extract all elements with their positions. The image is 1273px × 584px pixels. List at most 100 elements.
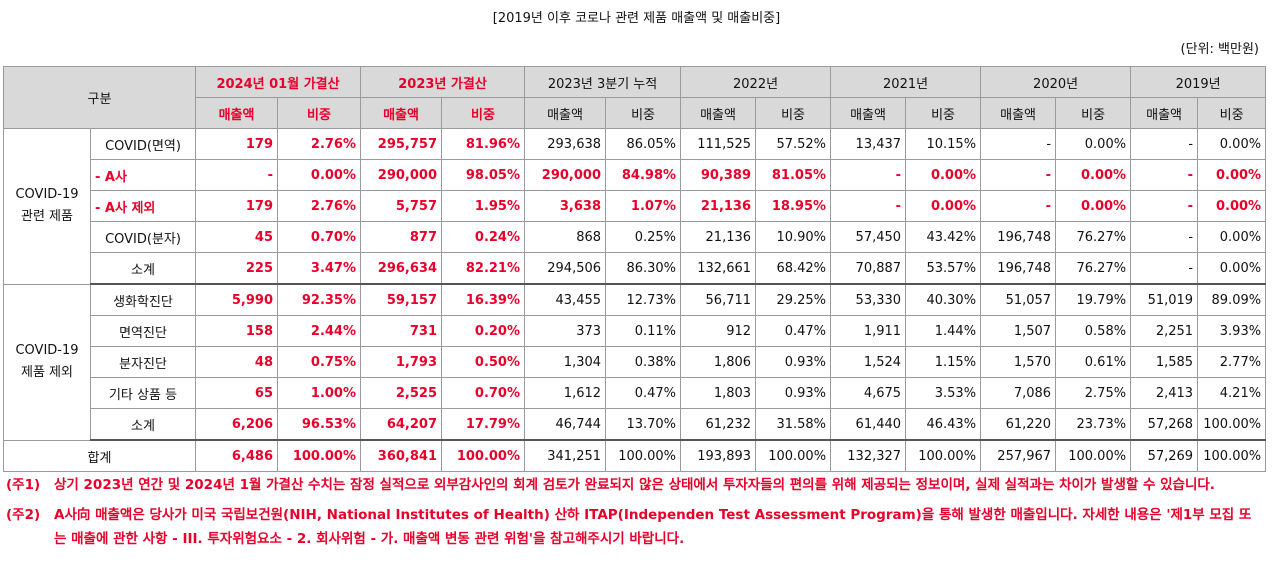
ratio-cell: 81.05% <box>755 159 832 191</box>
ratio-cell: 1.07% <box>605 190 682 222</box>
sales-cell: 13,437 <box>830 128 907 160</box>
ratio-cell: 81.96% <box>441 128 526 160</box>
header-period: 2023년 3분기 누적 <box>524 66 682 98</box>
header-sales: 매출액 <box>360 97 443 129</box>
header-row-metrics: 매출액 비중 매출액 비중 매출액 비중 매출액 비중 매출액 비중 매출액 비… <box>4 97 1267 129</box>
sales-cell: 90,389 <box>680 159 757 191</box>
ratio-cell: 96.53% <box>277 408 362 441</box>
header-period: 2024년 01월 가결산 <box>195 66 362 98</box>
sales-cell: - <box>830 190 907 222</box>
ratio-cell: 1.00% <box>277 377 362 409</box>
table-row: COVID-19 관련 제품 COVID(면역) 179 2.76% 295,757 81… <box>3 128 1267 285</box>
row-label: 소계 <box>89 252 197 285</box>
footnote-tag: (주1) <box>6 477 41 493</box>
sales-cell: - <box>1130 252 1199 285</box>
ratio-cell: 100.00% <box>755 439 832 472</box>
ratio-cell: 0.70% <box>441 377 526 409</box>
sales-cell: 1,911 <box>830 315 907 347</box>
sales-cell: - <box>1130 221 1199 253</box>
sales-cell: - <box>980 128 1057 160</box>
sales-cell: 5,990 <box>195 283 279 316</box>
header-ratio: 비중 <box>905 97 982 129</box>
sales-cell: 179 <box>195 190 279 222</box>
row-label: 분자진단 <box>89 346 197 378</box>
table-row: - A사 -0.00% 290,000 98.05% 290,000 84.98% 90,3… <box>4 159 1267 191</box>
sales-cell: 2,525 <box>360 377 443 409</box>
table-row: 합계 6,486 100.00% 360,841 100.00% 341,251 100.0… <box>2 439 1267 472</box>
ratio-cell: 4.21% <box>1197 377 1267 409</box>
footnote-text: 상기 2023년 연간 및 2024년 1월 가결산 수치는 잠정 실적으로 외… <box>54 477 1215 493</box>
sales-cell: 179 <box>195 128 279 160</box>
sales-cell: 46,744 <box>524 408 607 441</box>
footnote-2: (주2) A사向 매출액은 당사가 미국 국립보건원(NIH, National… <box>6 503 1258 551</box>
sales-cell: - <box>195 159 279 191</box>
header-period: 2020년 <box>980 66 1132 98</box>
header-sales: 매출액 <box>680 97 757 129</box>
table-row: COVID-19 제품 제외 생화학진단 5,990 92.35% 59,157 16.3… <box>3 283 1267 441</box>
ratio-cell: 0.93% <box>755 346 832 378</box>
sales-cell: 1,585 <box>1130 346 1199 378</box>
ratio-cell: 89.09% <box>1197 283 1267 316</box>
sales-cell: 43,455 <box>524 283 607 316</box>
sales-cell: 373 <box>524 315 607 347</box>
group-label: COVID-19 관련 제품 <box>3 128 91 285</box>
sales-cell: 5,757 <box>360 190 443 222</box>
ratio-cell: 0.93% <box>755 377 832 409</box>
ratio-cell: 0.58% <box>1055 315 1132 347</box>
ratio-cell: 100.00% <box>605 439 682 472</box>
ratio-cell: 0.24% <box>441 221 526 253</box>
ratio-cell: 0.38% <box>605 346 682 378</box>
header-sales: 매출액 <box>524 97 607 129</box>
sales-cell: 1,507 <box>980 315 1057 347</box>
sales-cell: 2,413 <box>1130 377 1199 409</box>
sales-cell: 53,330 <box>830 283 907 316</box>
ratio-cell: 2.76% <box>277 190 362 222</box>
table-row: 소계 6,206 96.53% 64,207 17.79% 46,744 13.70% 61,… <box>4 408 1267 441</box>
header-row-periods: 구분 2024년 01월 가결산 2023년 가결산 2023년 3분기 누적 … <box>2 66 1267 129</box>
header-ratio: 비중 <box>755 97 832 129</box>
sales-cell: 193,893 <box>680 439 757 472</box>
ratio-cell: 92.35% <box>277 283 362 316</box>
sales-cell: 51,019 <box>1130 283 1199 316</box>
sales-cell: 7,086 <box>980 377 1057 409</box>
header-ratio: 비중 <box>441 97 526 129</box>
sales-cell: 61,220 <box>980 408 1057 441</box>
ratio-cell: 10.90% <box>755 221 832 253</box>
ratio-cell: 3.93% <box>1197 315 1267 347</box>
sales-cell: 64,207 <box>360 408 443 441</box>
sales-cell: 295,757 <box>360 128 443 160</box>
sales-cell: 4,675 <box>830 377 907 409</box>
ratio-cell: 17.79% <box>441 408 526 441</box>
footnote-tag: (주2) <box>6 507 41 523</box>
sales-cell: 132,327 <box>830 439 907 472</box>
footnote-1: (주1) 상기 2023년 연간 및 2024년 1월 가결산 수치는 잠정 실… <box>6 473 1258 497</box>
ratio-cell: 68.42% <box>755 252 832 285</box>
ratio-cell: 2.77% <box>1197 346 1267 378</box>
sales-cell: - <box>980 159 1057 191</box>
sales-cell: 341,251 <box>524 439 607 472</box>
ratio-cell: 0.00% <box>1055 128 1132 160</box>
sales-cell: 1,803 <box>680 377 757 409</box>
header-sales: 매출액 <box>195 97 279 129</box>
sales-cell: 57,268 <box>1130 408 1199 441</box>
ratio-cell: 2.44% <box>277 315 362 347</box>
sales-cell: 6,206 <box>195 408 279 441</box>
sales-cell: 296,634 <box>360 252 443 285</box>
ratio-cell: 29.25% <box>755 283 832 316</box>
ratio-cell: 57.52% <box>755 128 832 160</box>
row-label: 기타 상품 등 <box>89 377 197 409</box>
table-body: COVID-19 관련 제품 COVID(면역) 179 2.76% 295,757 81… <box>2 128 1267 472</box>
ratio-cell: 31.58% <box>755 408 832 441</box>
ratio-cell: 3.47% <box>277 252 362 285</box>
sales-cell: 225 <box>195 252 279 285</box>
header-ratio: 비중 <box>1197 97 1267 129</box>
table-row: - A사 제외 179 2.76% 5,757 1.95% 3,638 1.07% 21,13… <box>4 190 1267 222</box>
sales-cell: 1,793 <box>360 346 443 378</box>
sales-cell: 2,251 <box>1130 315 1199 347</box>
sales-cell: 293,638 <box>524 128 607 160</box>
ratio-cell: 98.05% <box>441 159 526 191</box>
ratio-cell: 40.30% <box>905 283 982 316</box>
sales-cell: 56,711 <box>680 283 757 316</box>
sales-cell: 290,000 <box>360 159 443 191</box>
table-row: 기타 상품 등 65 1.00% 2,525 0.70% 1,612 0.47% 1,803 0… <box>4 377 1267 409</box>
